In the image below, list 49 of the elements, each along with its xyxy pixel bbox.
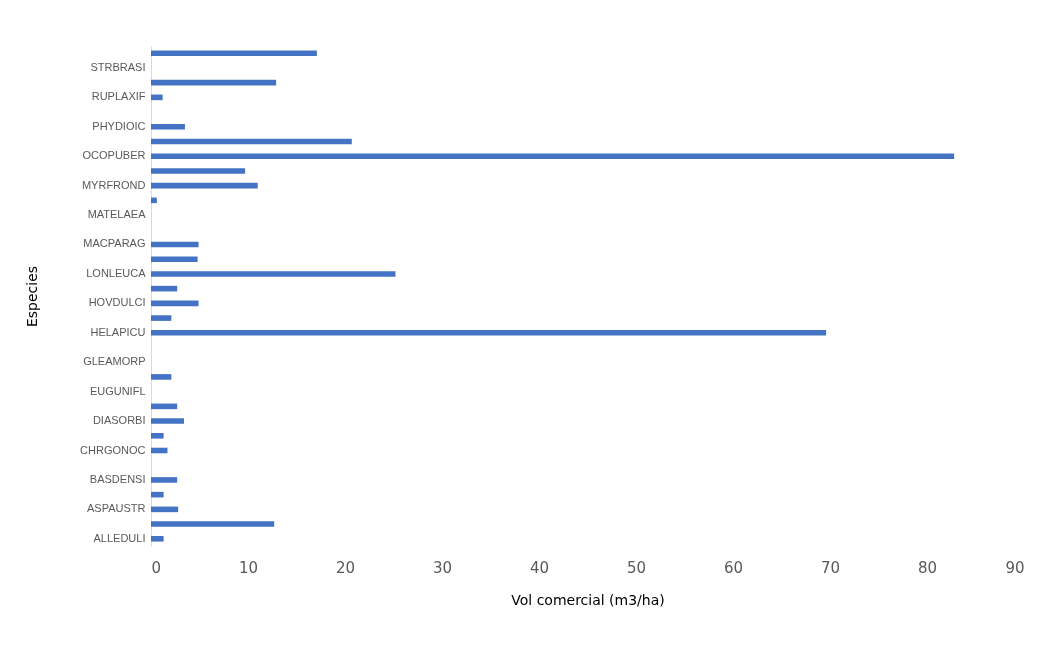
y-tick-label: LONLEUCA [86,266,147,279]
y-tick-label: MYRFROND [81,178,146,191]
bar [151,94,163,101]
bar [151,168,246,174]
y-tick-label: GLEAMORP [83,355,146,368]
x-tick-label: 80 [917,558,938,577]
x-tick-label: 50 [626,558,647,577]
x-tick-label: 10 [238,558,259,577]
bar [151,153,955,160]
y-tick-label: EUGUNIFL [89,384,146,397]
bar [151,315,172,321]
x-tick-label: 20 [335,558,356,577]
bar [151,123,185,130]
bar [151,521,275,527]
y-tick-label: MACPARAG [83,237,146,250]
y-tick-label: MATELAEA [87,208,147,221]
y-tick-label: DIASORBI [92,414,146,427]
x-tick-label: 60 [723,558,744,577]
x-tick-label: 40 [529,558,550,577]
y-tick-label: BASDENSI [89,472,146,485]
y-tick-label: RUPLAXIF [91,90,146,103]
y-tick-label: STRBRASI [90,60,146,73]
x-tick-label: 0 [151,558,162,577]
y-tick-label: ASPAUSTR [87,502,146,515]
y-tick-label: ALLEDULI [93,531,146,544]
bar [151,535,164,542]
y-tick-label: HELAPICU [90,325,146,338]
y-tick-label: OCOPUBER [82,149,146,162]
y-tick-label: CHRGONOC [80,443,146,456]
x-axis-title: Vol comercial (m3/ha) [511,591,665,608]
x-tick-label: 90 [1005,558,1025,577]
y-axis-title: Especies [24,265,41,328]
bar [151,329,827,336]
y-tick-label: PHYDIOIC [92,119,146,132]
bar [151,374,172,380]
bar [151,300,199,307]
bar [151,491,164,498]
bar [151,418,184,424]
x-tick-label: 70 [820,558,841,577]
x-tick-label: 30 [432,558,453,577]
y-tick-label: HOVDULCI [88,296,146,309]
bar [151,271,396,277]
bar [151,241,199,248]
bar [151,432,164,439]
bar [151,50,317,57]
bar [151,477,178,483]
bar [151,182,258,189]
bar [151,197,157,204]
bar [151,256,198,263]
